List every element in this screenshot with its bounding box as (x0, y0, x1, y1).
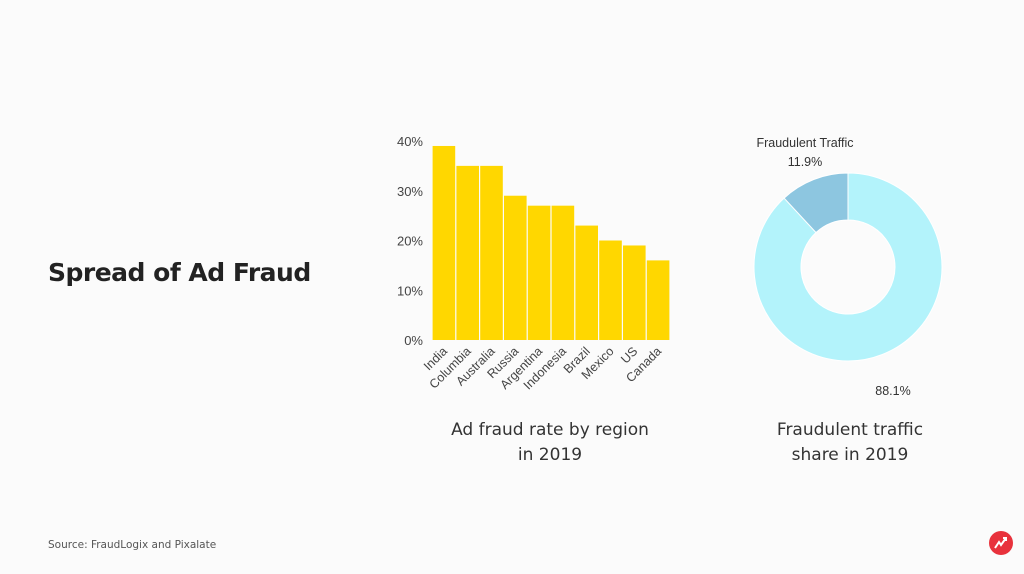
bar-indonesia (551, 205, 575, 340)
bar-columbia (456, 165, 479, 340)
bar-argentina (527, 205, 551, 340)
bar-russia (504, 195, 527, 340)
source-note: Source: FraudLogix and Pixalate (48, 539, 217, 551)
y-tick-label: 10% (397, 283, 423, 298)
bar-canada (646, 260, 670, 340)
slice-label-fraudulent: Fraudulent Traffic (756, 136, 853, 150)
bar-brazil (575, 225, 598, 340)
slide-title: Spread of Ad Fraud (48, 258, 311, 287)
bar-chart-caption: Ad fraud rate by region in 2019 (410, 418, 690, 468)
bar-caption-line2: in 2019 (517, 445, 583, 465)
slice-value-fraudulent: 11.9% (788, 155, 823, 169)
donut-slice-1 (783, 172, 849, 234)
y-tick-label: 0% (404, 333, 423, 348)
donut-slice-0 (753, 172, 943, 362)
slice-value-legitimate: 88.1% (875, 384, 910, 398)
bar-india (432, 145, 456, 340)
red-circle-arrow-logo-icon (989, 531, 1013, 555)
donut-caption-line1: Fraudulent traffic (776, 420, 924, 440)
y-tick-label: 30% (397, 184, 423, 199)
y-tick-label: 40% (397, 134, 423, 149)
bar-australia (480, 165, 503, 340)
bar-us (623, 245, 646, 340)
bar-mexico (599, 240, 622, 340)
donut-chart-caption: Fraudulent traffic share in 2019 (730, 418, 970, 468)
donut-caption-line2: share in 2019 (791, 445, 909, 465)
bar-caption-line1: Ad fraud rate by region (451, 420, 649, 440)
y-tick-label: 20% (397, 234, 423, 249)
